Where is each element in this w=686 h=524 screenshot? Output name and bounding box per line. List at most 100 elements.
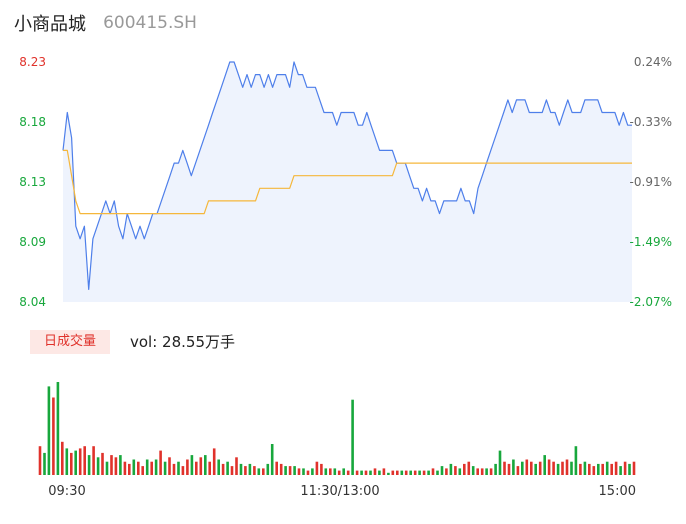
volume-bar <box>101 452 104 475</box>
volume-bar <box>248 463 252 475</box>
volume-bar <box>369 470 372 475</box>
volume-bar <box>503 461 506 475</box>
stock-header: 小商品城 600415.SH <box>14 10 197 40</box>
volume-bar <box>597 463 600 475</box>
volume-bar <box>610 463 613 475</box>
volume-bar <box>574 446 578 475</box>
volume-bar <box>431 468 435 475</box>
change-tick-label: 0.24% <box>634 55 672 69</box>
volume-bar <box>288 466 292 475</box>
volume-bar <box>561 461 564 475</box>
volume-bar <box>253 466 256 475</box>
volume-bar <box>552 461 555 475</box>
volume-bar <box>212 448 216 475</box>
volume-bar <box>70 452 73 475</box>
volume-bar <box>226 461 229 475</box>
volume-bar <box>315 461 319 475</box>
volume-bar <box>538 461 542 475</box>
volume-bar <box>512 459 515 475</box>
volume-bar <box>614 461 618 475</box>
volume-bar <box>230 466 234 475</box>
volume-bar <box>507 463 511 475</box>
volume-bar <box>181 466 185 475</box>
volume-bar <box>52 397 55 475</box>
volume-bar <box>373 468 377 475</box>
volume-bar <box>92 446 95 475</box>
volume-bar <box>177 461 180 475</box>
volume-bar <box>150 461 153 475</box>
volume-bar <box>123 461 127 475</box>
volume-bar <box>199 457 203 475</box>
volume-bar <box>154 459 158 475</box>
volume-bar <box>297 468 301 475</box>
volume-bar <box>364 470 368 475</box>
volume-bar <box>485 468 488 475</box>
volume-bar <box>311 468 314 475</box>
volume-bar <box>396 470 399 475</box>
volume-bar <box>221 463 225 475</box>
volume-bar <box>436 470 439 475</box>
volume-bar <box>333 468 337 475</box>
price-tick-label: 8.18 <box>19 115 46 129</box>
volume-bar <box>547 459 551 475</box>
volume-bar <box>257 468 261 475</box>
volume-bar <box>463 463 466 475</box>
volume-bar <box>137 461 140 475</box>
time-tick-label: 11:30/13:00 <box>300 484 379 499</box>
volume-bar <box>83 446 86 475</box>
volume-bar <box>239 463 243 475</box>
volume-bar <box>494 463 497 475</box>
daily-volume-tag: 日成交量 <box>30 330 110 354</box>
average-price-line <box>63 149 632 215</box>
volume-bar <box>525 459 529 475</box>
volume-bar <box>454 466 457 475</box>
volume-bar <box>262 468 265 475</box>
price-tick-label: 8.13 <box>19 175 46 189</box>
volume-bar <box>204 455 207 475</box>
volume-bar <box>329 468 332 475</box>
volume-bar <box>422 470 426 475</box>
volume-bar <box>400 470 404 475</box>
volume-value: vol: 28.55万手 <box>130 333 235 351</box>
volume-bar <box>458 468 462 475</box>
volume-bar <box>605 461 609 475</box>
volume-bar <box>467 461 471 475</box>
price-panel: 8.23 8.18 8.13 8.09 8.04 0.24% -0.33% -0.91% -1.… <box>19 55 672 309</box>
volume-bar <box>279 463 283 475</box>
volume-bar <box>378 470 381 475</box>
time-axis: 09:30 11:30/13:00 15:00 <box>48 484 636 499</box>
volume-bar <box>498 450 502 475</box>
volume-bar <box>601 463 604 475</box>
volume-bar <box>583 461 587 475</box>
volume-bar <box>324 468 328 475</box>
volume-bar <box>270 444 274 475</box>
volume-bar <box>623 461 627 475</box>
volume-bar <box>445 468 448 475</box>
volume-bar <box>78 448 82 475</box>
volume-bar <box>355 470 359 475</box>
volume-bar <box>337 470 341 475</box>
volume-bar <box>413 470 417 475</box>
volume-bar <box>588 463 591 475</box>
volume-bar <box>87 455 91 475</box>
volume-bar <box>56 382 60 475</box>
volume-bar <box>302 468 305 475</box>
volume-bar <box>521 461 524 475</box>
volume-bar <box>391 470 395 475</box>
volume-bar <box>65 448 69 475</box>
volume-bar <box>449 463 453 475</box>
volume-bar <box>351 399 354 475</box>
volume-bar <box>409 470 412 475</box>
volume-panel <box>38 382 636 475</box>
volume-bar <box>471 466 475 475</box>
volume-bar <box>619 466 622 475</box>
volume-bar <box>275 461 278 475</box>
volume-bar <box>320 463 323 475</box>
volume-bar <box>476 468 479 475</box>
volume-bar <box>145 459 149 475</box>
volume-bar <box>119 455 122 475</box>
volume-bar <box>172 463 176 475</box>
volume-bar <box>47 386 51 475</box>
volume-bar <box>132 459 136 475</box>
volume-bar <box>105 461 109 475</box>
